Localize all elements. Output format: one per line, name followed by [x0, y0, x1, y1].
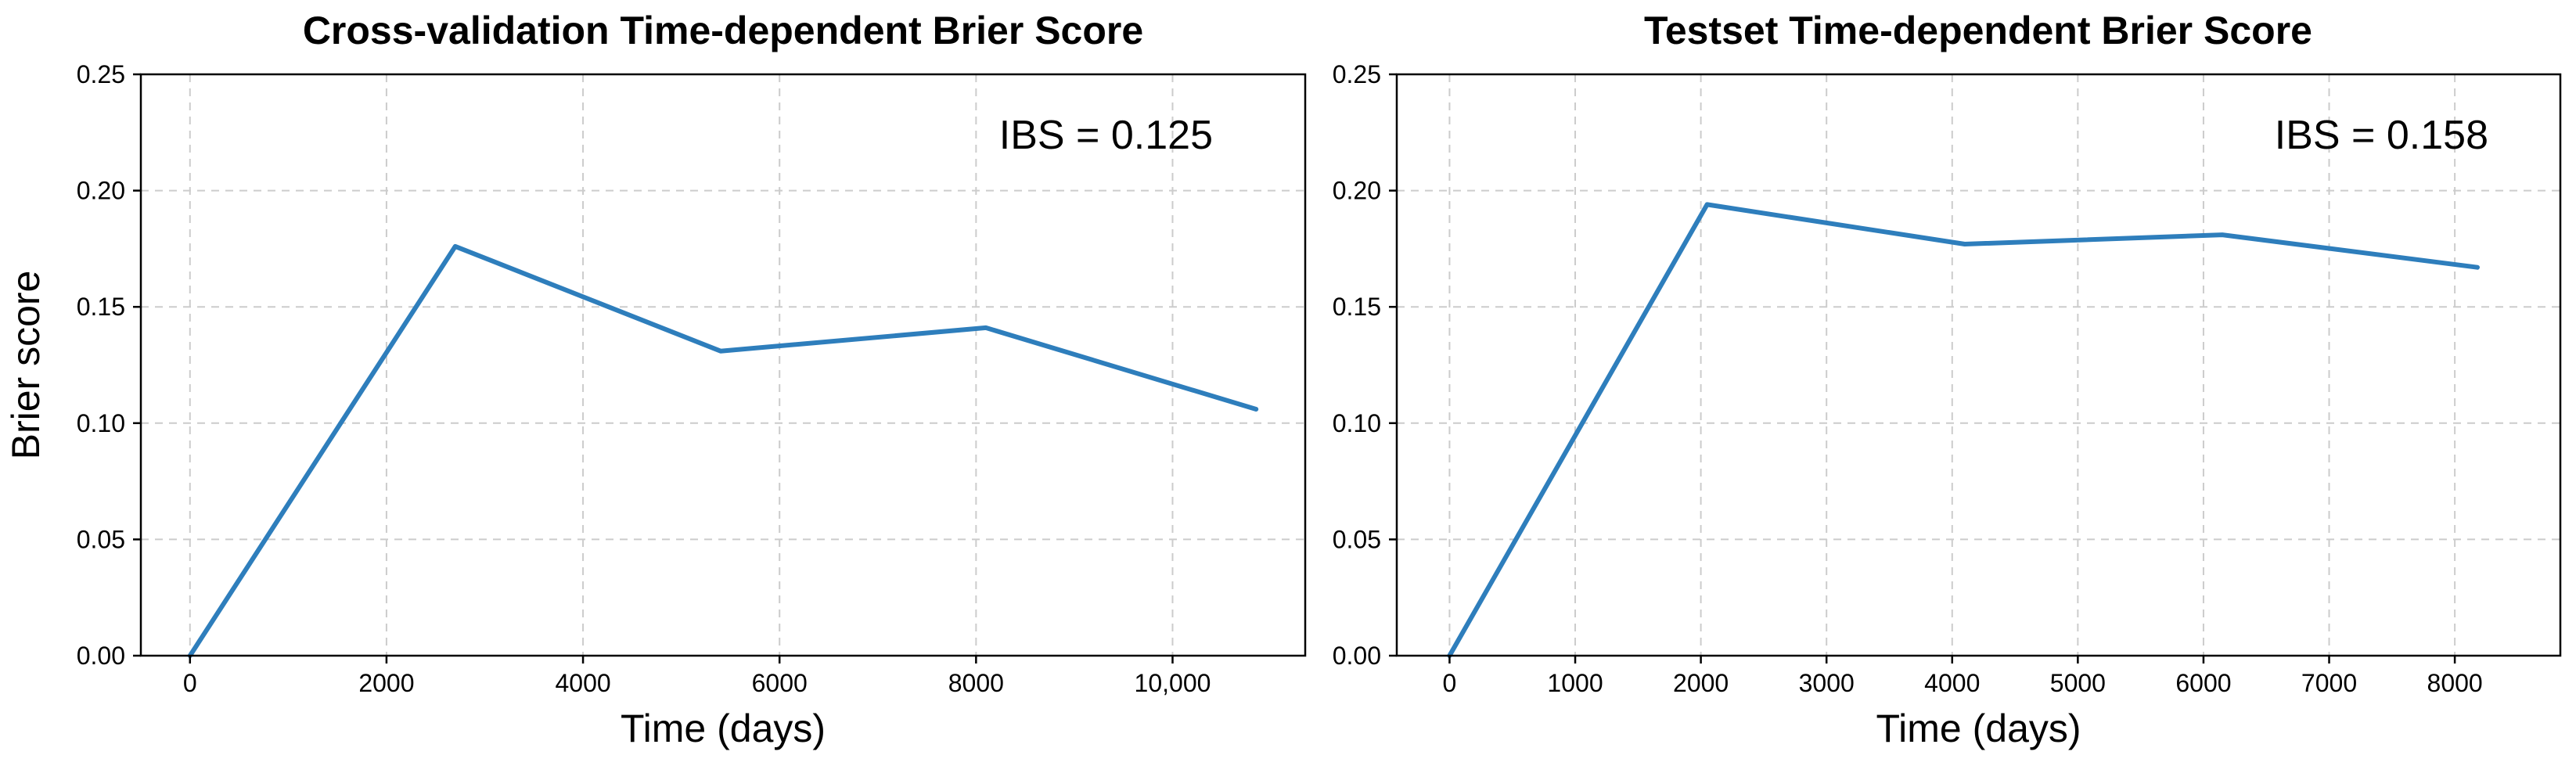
y-tick-label: 0.20 — [1333, 177, 1381, 205]
x-tick-label: 10,000 — [1135, 669, 1211, 697]
y-tick-label: 0.00 — [1333, 642, 1381, 670]
y-tick-label: 0.15 — [77, 293, 125, 321]
series-line — [1447, 202, 2480, 658]
y-tick-label: 0.05 — [77, 525, 125, 553]
chart-title: Cross-validation Time-dependent Brier Sc… — [303, 9, 1143, 52]
x-tick-label: 4000 — [555, 669, 610, 697]
series-line — [187, 243, 1259, 658]
y-tick-label: 0.05 — [1333, 525, 1381, 553]
y-tick-label: 0.25 — [1333, 60, 1381, 88]
chart-panel-2: 0 1000 2000 3000 4000 5000 6000 7000 8000 0.00 0.0… — [1333, 9, 2562, 750]
y-tick-label: 0.10 — [77, 409, 125, 437]
x-tick-label: 2000 — [358, 669, 414, 697]
x-axis-label: Time (days) — [621, 707, 826, 750]
y-tick-label: 0.25 — [77, 60, 125, 88]
ibs-annotation: IBS = 0.125 — [999, 113, 1213, 158]
chart-panel-1: 0 2000 4000 6000 8000 10,000 0.00 0.05 0.10 0.15 0… — [4, 9, 1307, 750]
y-tick-label: 0.10 — [1333, 409, 1381, 437]
x-tick-label: 0 — [183, 669, 197, 697]
y-tick-label: 0.00 — [77, 642, 125, 670]
x-tick-label: 6000 — [2175, 669, 2231, 697]
plot-frame — [139, 73, 1307, 657]
y-tick-label: 0.15 — [1333, 293, 1381, 321]
x-tick-label: 8000 — [948, 669, 1004, 697]
x-tick-label: 4000 — [1924, 669, 1980, 697]
chart-title: Testset Time-dependent Brier Score — [1644, 9, 2312, 52]
x-tick-label: 8000 — [2427, 669, 2483, 697]
x-axis-label: Time (days) — [1876, 707, 2081, 750]
x-tick-label: 5000 — [2050, 669, 2106, 697]
x-tick-label: 2000 — [1673, 669, 1729, 697]
ibs-annotation: IBS = 0.158 — [2275, 113, 2488, 158]
x-tick-label: 7000 — [2301, 669, 2357, 697]
y-tick-label: 0.20 — [77, 177, 125, 205]
y-axis-label: Brier score — [4, 271, 48, 460]
x-tick-label: 6000 — [752, 669, 808, 697]
plot-frame — [1395, 73, 2562, 657]
x-tick-label: 0 — [1443, 669, 1457, 697]
x-tick-label: 1000 — [1547, 669, 1603, 697]
x-tick-label: 3000 — [1799, 669, 1855, 697]
